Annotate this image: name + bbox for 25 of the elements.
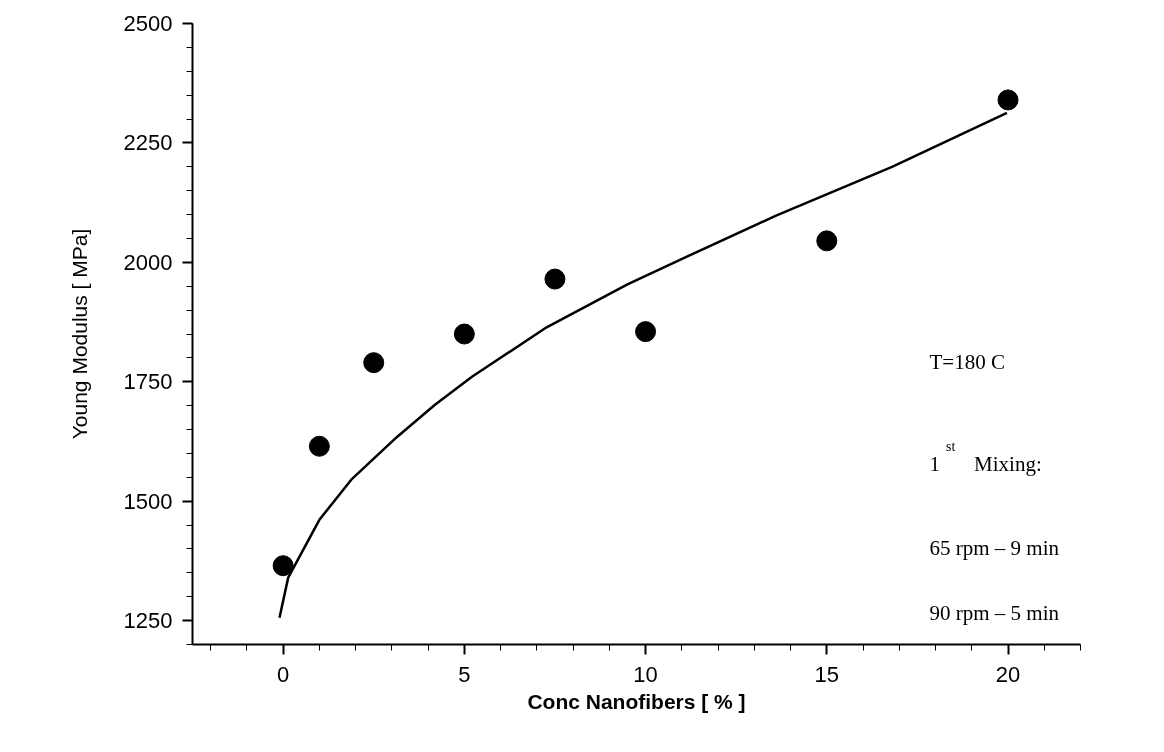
point [363,352,385,374]
x-tick-label: 15 [814,661,840,687]
x-tick-label: 20 [995,661,1021,687]
point [272,555,294,577]
point [544,268,566,290]
x-tick-label: 0 [276,661,290,687]
x-axis-title: Conc Nanofibers [ % ] [527,689,746,713]
y-tick-label: 1250 [123,608,173,634]
point [453,323,475,345]
annotation: 90 rpm – 5 min [929,601,1060,626]
point [308,435,330,457]
y-tick-label: 2250 [123,130,173,156]
x-tick-label: 10 [633,661,658,687]
annotation: T=180 C [929,349,1005,374]
y-tick-label: 2000 [123,249,173,275]
point [635,321,657,343]
y-tick-label: 2500 [123,11,173,36]
y-axis-title: Young Modulus [ MPa] [67,228,91,440]
annotation: 65 rpm – 9 min [929,536,1060,561]
text: 1st Mixing: [929,438,1042,477]
point [816,230,838,252]
y-tick-label: 1500 [123,488,173,514]
point [997,89,1019,111]
x-tick-label: 5 [458,661,471,687]
y-tick-label: 1750 [123,369,173,395]
